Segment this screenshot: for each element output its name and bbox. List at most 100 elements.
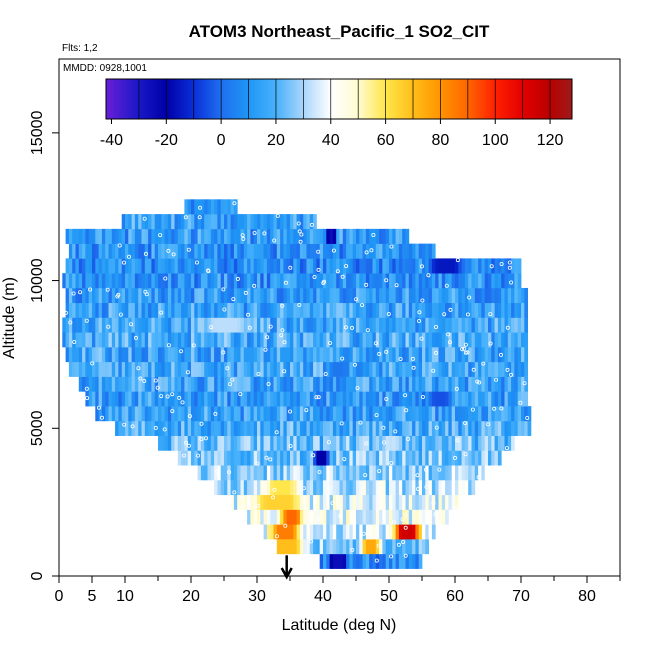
heat-cell bbox=[303, 361, 307, 377]
heat-cell bbox=[346, 391, 350, 407]
heat-cell bbox=[220, 228, 225, 244]
heat-cell bbox=[233, 258, 238, 274]
heat-cell bbox=[435, 332, 439, 348]
heat-cell bbox=[194, 199, 198, 215]
heat-cell bbox=[164, 347, 169, 363]
heat-cell bbox=[405, 273, 410, 289]
heat-cell bbox=[319, 494, 324, 510]
heat-cell bbox=[418, 376, 423, 392]
heat-cell bbox=[181, 243, 185, 259]
heat-cell bbox=[125, 287, 129, 304]
heat-cell bbox=[382, 376, 387, 392]
heat-cell bbox=[243, 332, 248, 348]
heat-cell bbox=[395, 420, 400, 436]
heat-cell bbox=[309, 332, 314, 348]
heat-cell bbox=[177, 391, 182, 407]
sample-point bbox=[177, 395, 182, 400]
heat-cell bbox=[326, 273, 330, 289]
heat-cell bbox=[412, 524, 416, 540]
heat-cell bbox=[243, 450, 248, 466]
heat-cell bbox=[339, 539, 344, 555]
heat-cell bbox=[151, 376, 156, 392]
sample-point bbox=[274, 430, 279, 435]
heat-cell bbox=[349, 539, 354, 555]
heat-cell bbox=[405, 243, 410, 259]
heat-cell bbox=[210, 450, 215, 466]
heat-cell bbox=[332, 465, 337, 481]
heat-cell bbox=[115, 243, 119, 259]
heat-cell bbox=[382, 302, 387, 318]
heat-cell bbox=[204, 199, 208, 215]
heat-cell bbox=[412, 479, 416, 496]
heat-cell bbox=[356, 317, 360, 333]
heat-cell bbox=[389, 317, 393, 333]
heat-cell bbox=[243, 273, 248, 289]
sample-point bbox=[376, 489, 381, 494]
heat-cell bbox=[230, 273, 235, 289]
heat-cell bbox=[283, 539, 288, 555]
heat-cell bbox=[514, 258, 519, 274]
heat-cell bbox=[395, 273, 400, 289]
heat-cell bbox=[408, 465, 413, 481]
heat-cell bbox=[379, 243, 383, 259]
heat-cell bbox=[240, 273, 245, 289]
heat-cell bbox=[392, 273, 396, 289]
heat-cell bbox=[352, 450, 357, 466]
heat-cell bbox=[372, 494, 377, 510]
heat-cell bbox=[323, 435, 327, 451]
x-tick-label: 70 bbox=[512, 588, 530, 605]
heat-cell bbox=[290, 524, 294, 540]
heat-cell bbox=[283, 243, 288, 259]
sample-point bbox=[159, 394, 164, 399]
heat-cell bbox=[118, 287, 123, 304]
heat-cell bbox=[296, 287, 301, 304]
heat-cell bbox=[359, 258, 363, 274]
heat-cell bbox=[233, 450, 238, 466]
heat-cell bbox=[290, 539, 294, 555]
heat-cell bbox=[260, 465, 264, 481]
heat-cell bbox=[362, 479, 367, 496]
heat-cell bbox=[521, 420, 525, 436]
heat-cell bbox=[497, 376, 502, 392]
sample-point bbox=[191, 343, 196, 348]
sample-point bbox=[499, 261, 504, 266]
heat-cell bbox=[405, 347, 410, 363]
heat-cell bbox=[224, 287, 228, 304]
sample-point bbox=[186, 247, 191, 252]
sample-point bbox=[350, 547, 355, 552]
heat-cell bbox=[471, 435, 476, 451]
sample-point bbox=[509, 280, 514, 285]
heat-cell bbox=[336, 287, 340, 304]
heat-cell bbox=[497, 361, 502, 377]
y-axis-label: Altitude (m) bbox=[1, 277, 18, 359]
heat-cell bbox=[412, 539, 416, 555]
sample-point bbox=[455, 438, 460, 443]
heat-cell bbox=[65, 287, 70, 304]
heat-cell bbox=[349, 258, 354, 274]
heat-cell bbox=[296, 347, 301, 363]
heat-cell bbox=[151, 228, 156, 244]
heat-cell bbox=[329, 391, 334, 407]
heat-cell bbox=[395, 450, 400, 466]
heat-cell bbox=[197, 258, 202, 274]
heat-cell bbox=[379, 376, 383, 392]
heat-cell bbox=[412, 243, 416, 259]
heat-cell bbox=[270, 258, 274, 274]
heat-cell bbox=[101, 243, 106, 259]
heat-cell bbox=[197, 214, 202, 230]
heat-cell bbox=[402, 228, 406, 244]
heat-cell bbox=[68, 302, 73, 318]
heat-cell bbox=[263, 258, 268, 274]
heat-cell bbox=[455, 391, 459, 407]
heat-cell bbox=[339, 450, 344, 466]
heat-cell bbox=[280, 509, 284, 525]
heat-cell bbox=[303, 332, 307, 348]
heat-cell bbox=[339, 435, 344, 451]
heat-cell bbox=[418, 287, 423, 304]
heat-cell bbox=[184, 258, 189, 274]
heat-cell bbox=[494, 450, 499, 466]
heat-cell bbox=[200, 287, 205, 304]
heat-cell bbox=[468, 479, 472, 496]
heat-cell bbox=[402, 420, 406, 436]
heat-cell bbox=[342, 435, 347, 451]
